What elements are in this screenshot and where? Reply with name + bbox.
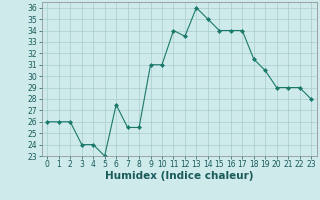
X-axis label: Humidex (Indice chaleur): Humidex (Indice chaleur)	[105, 171, 253, 181]
